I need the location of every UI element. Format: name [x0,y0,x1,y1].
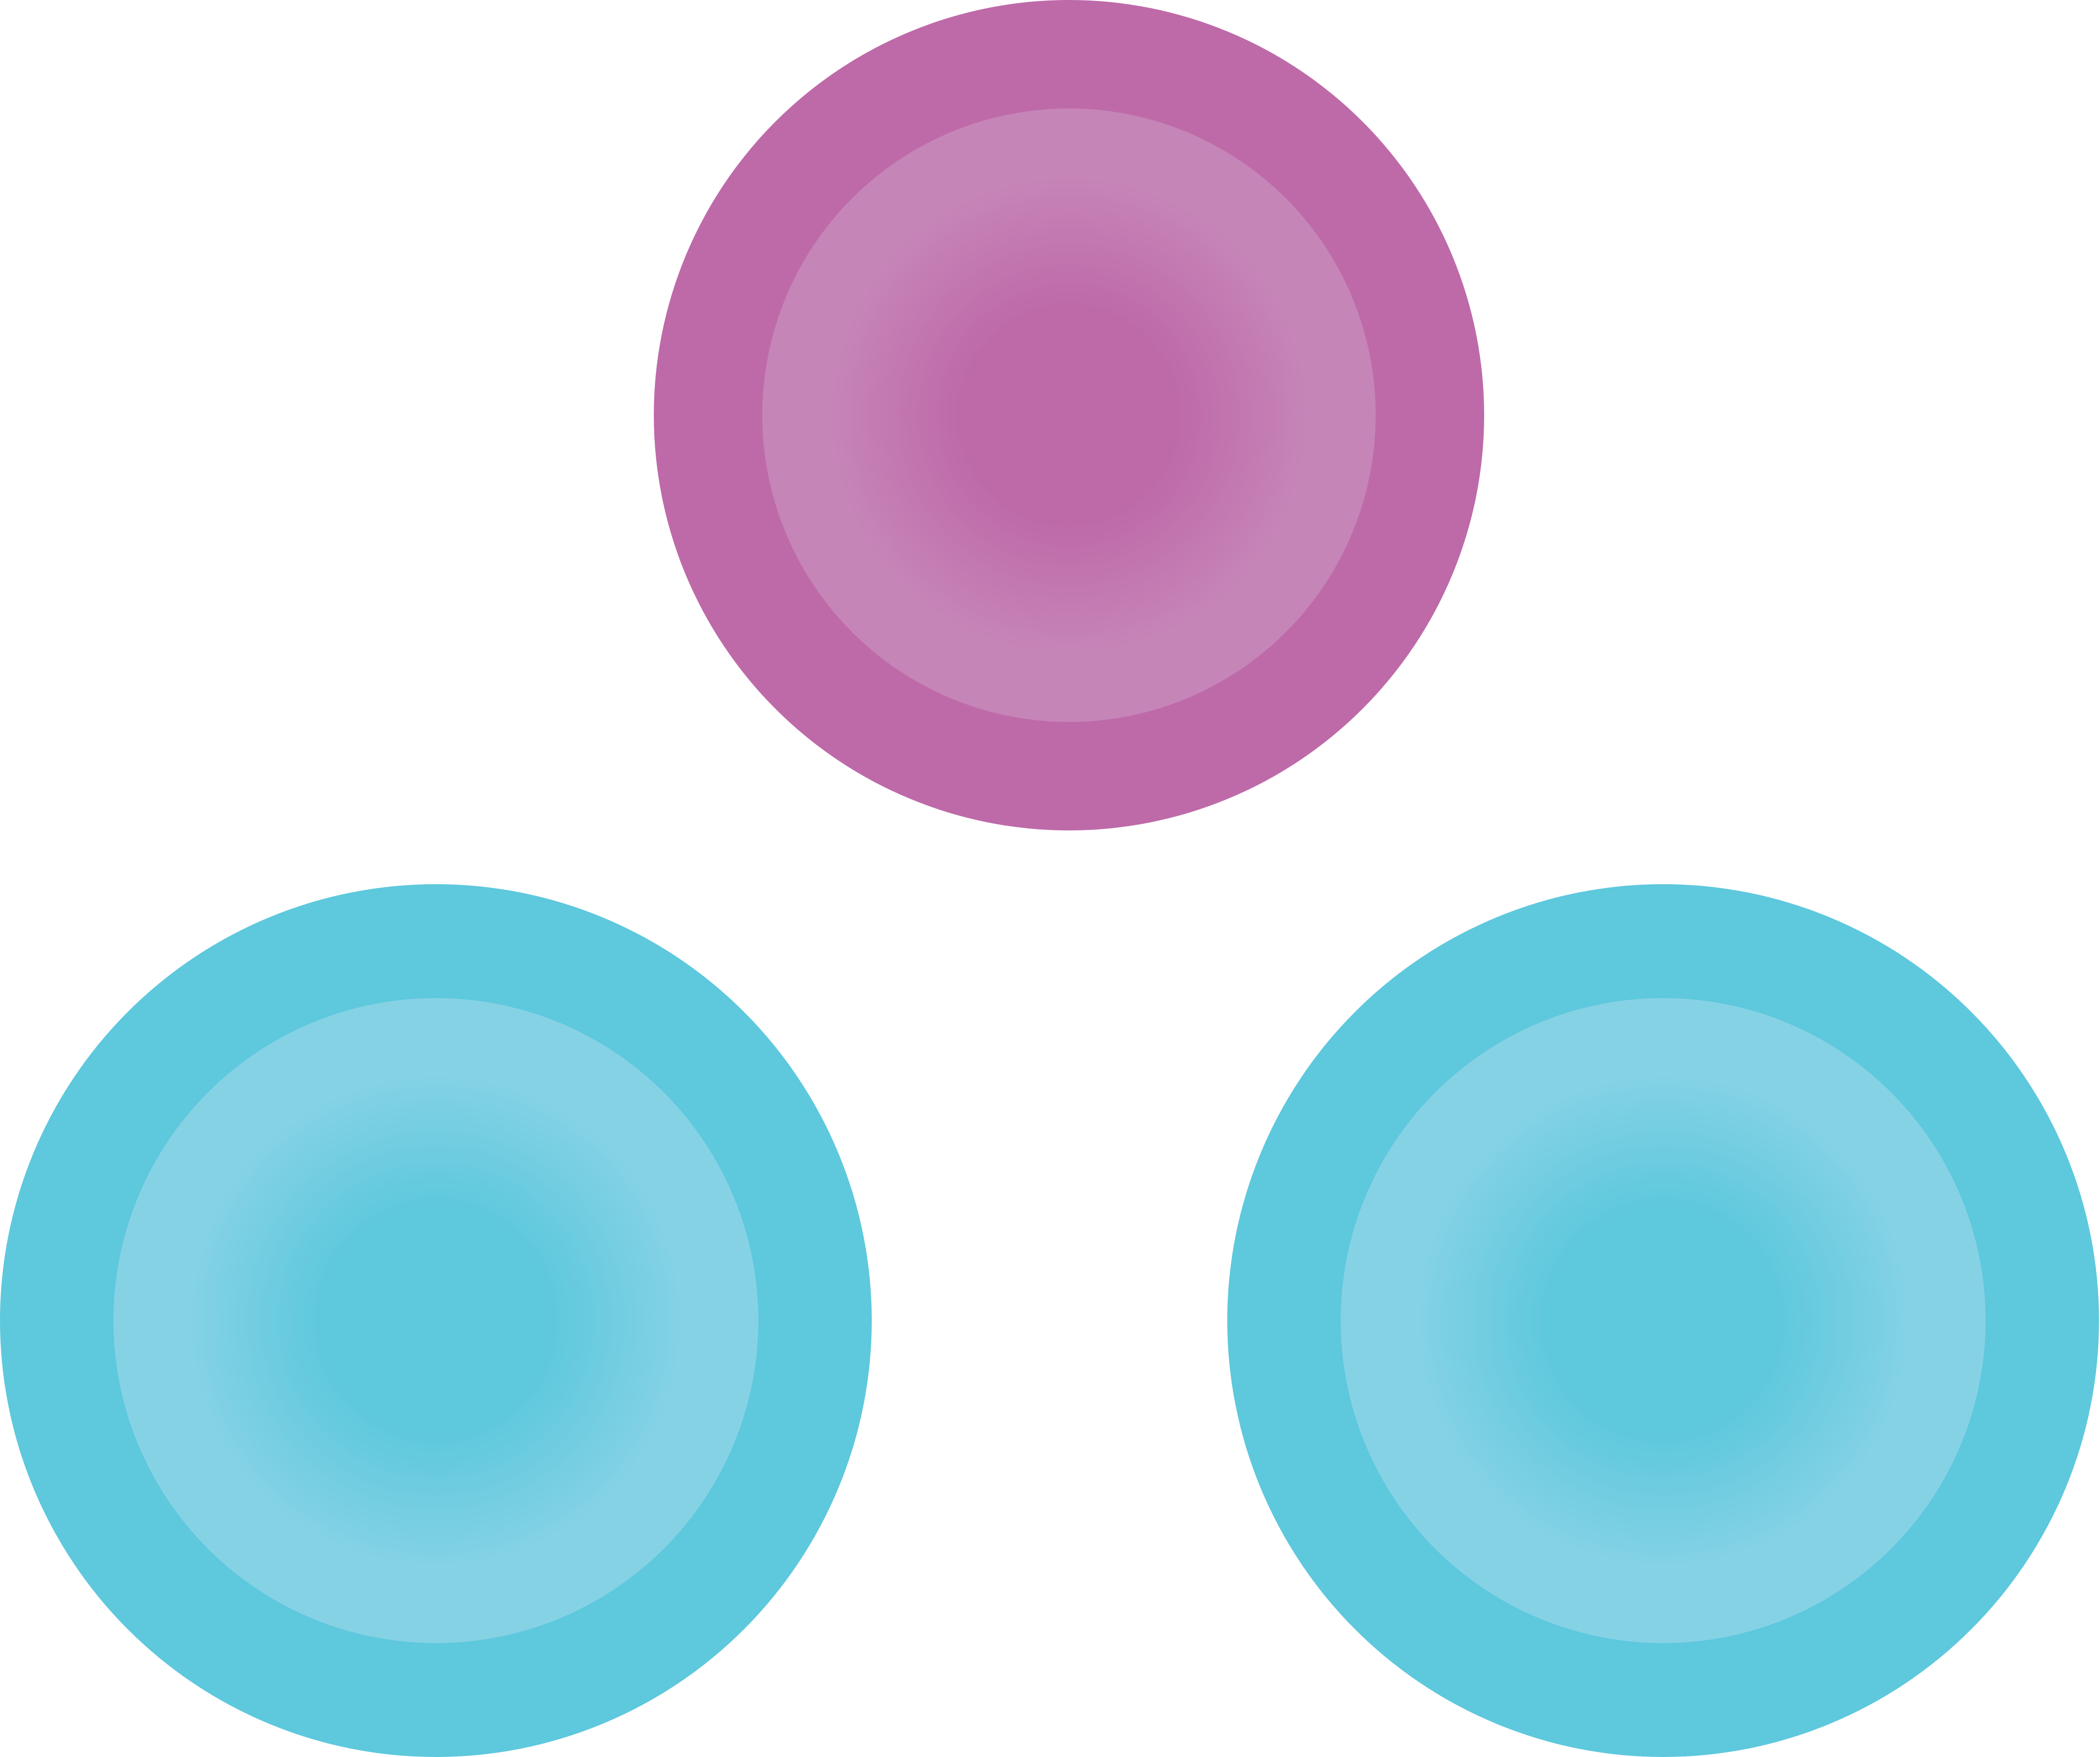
cyan-disc-left-inner [113,998,758,1643]
cyan-disc-right-inner [1341,998,1986,1643]
cyan-disc-right [1227,884,2099,1757]
cyan-disc-left [0,884,872,1757]
magenta-disc-inner [762,108,1376,722]
magenta-disc [654,0,1484,830]
